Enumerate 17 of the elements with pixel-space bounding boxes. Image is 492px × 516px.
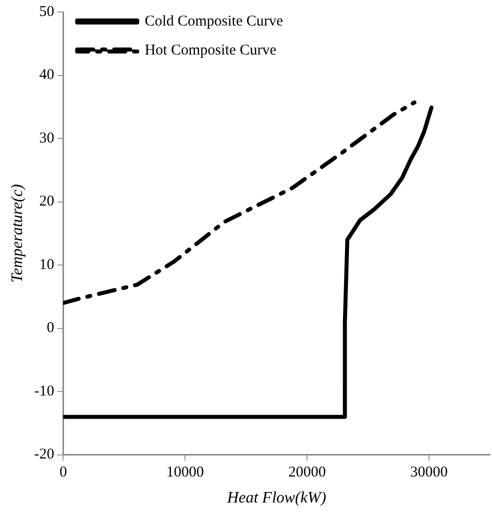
x-axis-title: Heat Flow(kW) bbox=[226, 490, 326, 507]
x-tick-label: 30000 bbox=[410, 464, 448, 481]
y-tick-label: 40 bbox=[39, 67, 54, 84]
y-tick-label: 50 bbox=[39, 4, 54, 20]
y-tick-label: -20 bbox=[34, 446, 54, 463]
x-tick-label: 10000 bbox=[166, 464, 204, 481]
y-tick-label: 20 bbox=[39, 194, 54, 210]
line-series bbox=[63, 100, 416, 305]
legend-label: Hot Composite Curve bbox=[144, 42, 277, 58]
y-axis-title: Temperature(c) bbox=[8, 184, 26, 283]
y-tick-label: -10 bbox=[34, 383, 54, 400]
y-tick-label: 0 bbox=[46, 320, 54, 336]
x-tick-label: 0 bbox=[59, 464, 67, 481]
y-tick-label: 30 bbox=[39, 130, 54, 146]
x-tick-label: 20000 bbox=[288, 464, 326, 481]
legend-label: Cold Composite Curve bbox=[144, 13, 284, 30]
y-tick-label: 10 bbox=[39, 256, 54, 273]
